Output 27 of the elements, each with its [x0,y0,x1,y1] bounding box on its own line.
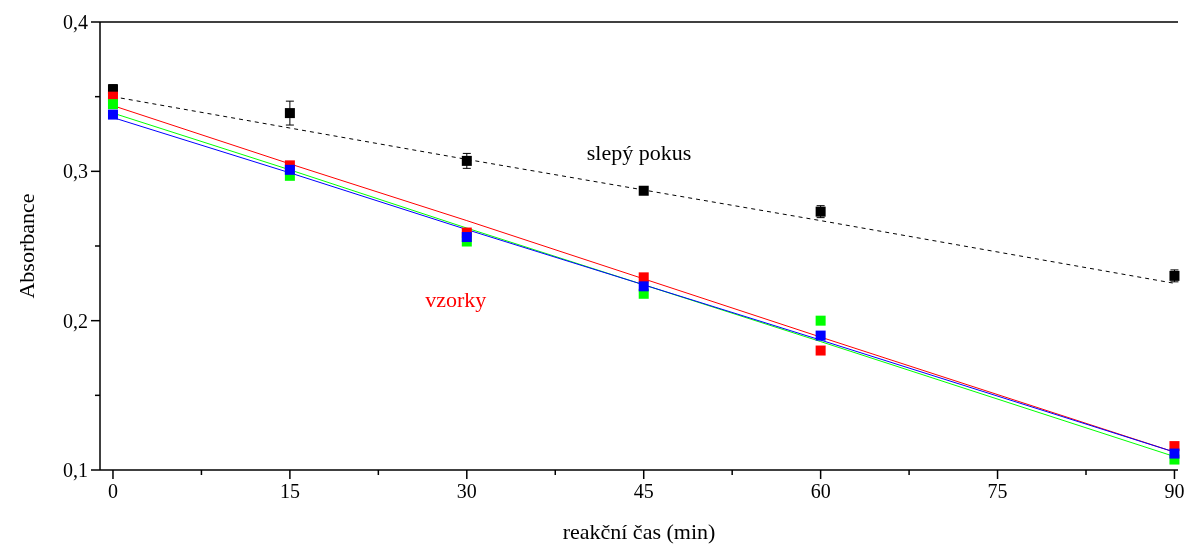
annotation: slepý pokus [586,139,692,165]
x-tick-label: 90 [1164,480,1185,502]
y-tick-label: 0,2 [63,309,88,332]
point [815,315,826,326]
point [638,185,649,196]
x-tick-label: 45 [633,480,654,502]
point [638,272,649,283]
x-tick-label: 60 [810,480,831,502]
x-axis-title: reakční čas (min) [562,519,716,544]
point [815,345,826,356]
point [284,108,295,119]
x-tick-label: 0 [107,480,118,502]
x-tick-label: 15 [279,480,300,502]
x-tick-label: 30 [456,480,477,502]
y-tick-label: 0,1 [63,459,88,481]
annotation: vzorky [425,287,487,313]
point [107,109,118,120]
point [815,330,826,341]
point [107,99,118,110]
y-tick-label: 0,4 [63,11,88,33]
point [1169,448,1180,459]
point [638,281,649,292]
point [461,232,472,243]
x-tick-label: 75 [987,480,1008,502]
point [284,164,295,175]
y-tick-label: 0,3 [63,160,88,183]
y-axis-title: Absorbance [14,193,39,299]
